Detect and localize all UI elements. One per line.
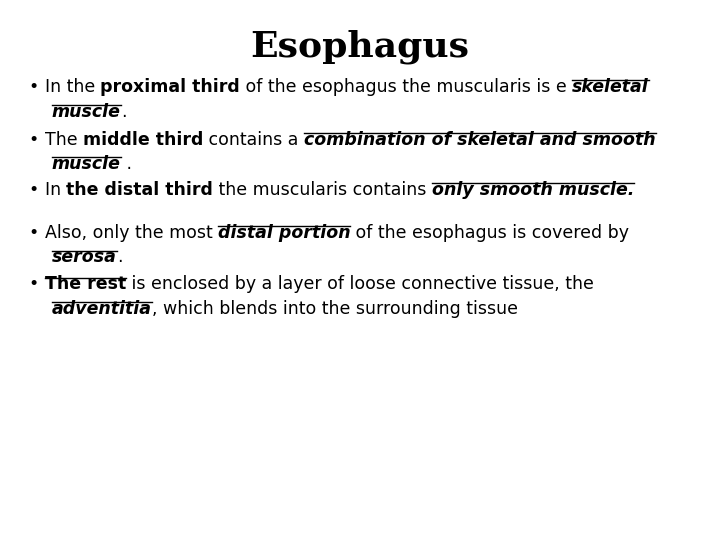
- Text: muscle: muscle: [52, 103, 121, 120]
- Text: .: .: [121, 103, 126, 120]
- Text: skeletal: skeletal: [572, 78, 649, 96]
- Text: Esophagus: Esophagus: [251, 30, 469, 64]
- Text: only smooth muscle.: only smooth muscle.: [432, 181, 634, 199]
- Text: In: In: [45, 181, 66, 199]
- Text: .: .: [121, 155, 132, 173]
- Text: The: The: [45, 131, 83, 149]
- Text: serosa: serosa: [52, 248, 117, 266]
- Text: combination of skeletal and smooth: combination of skeletal and smooth: [304, 131, 655, 149]
- Text: , which blends into the surrounding tissue: , which blends into the surrounding tiss…: [152, 300, 518, 318]
- Text: proximal third: proximal third: [100, 78, 240, 96]
- Text: the muscularis contains: the muscularis contains: [213, 181, 432, 199]
- Text: the distal third: the distal third: [66, 181, 213, 199]
- Text: Also, only the most: Also, only the most: [45, 224, 218, 242]
- Text: .: .: [117, 248, 122, 266]
- Text: middle third: middle third: [83, 131, 203, 149]
- Text: •: •: [29, 181, 45, 199]
- Text: •: •: [29, 275, 45, 293]
- Text: •: •: [29, 224, 45, 242]
- Text: muscle: muscle: [52, 155, 121, 173]
- Text: adventitia: adventitia: [52, 300, 152, 318]
- Text: In the: In the: [45, 78, 100, 96]
- Text: contains a: contains a: [203, 131, 304, 149]
- Text: of the esophagus is covered by: of the esophagus is covered by: [351, 224, 629, 242]
- Text: of the esophagus the muscularis is e: of the esophagus the muscularis is e: [240, 78, 572, 96]
- Text: distal portion: distal portion: [217, 224, 351, 242]
- Text: is enclosed by a layer of loose connective tissue, the: is enclosed by a layer of loose connecti…: [126, 275, 594, 293]
- Text: The rest: The rest: [45, 275, 126, 293]
- Text: •: •: [29, 131, 45, 149]
- Text: •: •: [29, 78, 45, 96]
